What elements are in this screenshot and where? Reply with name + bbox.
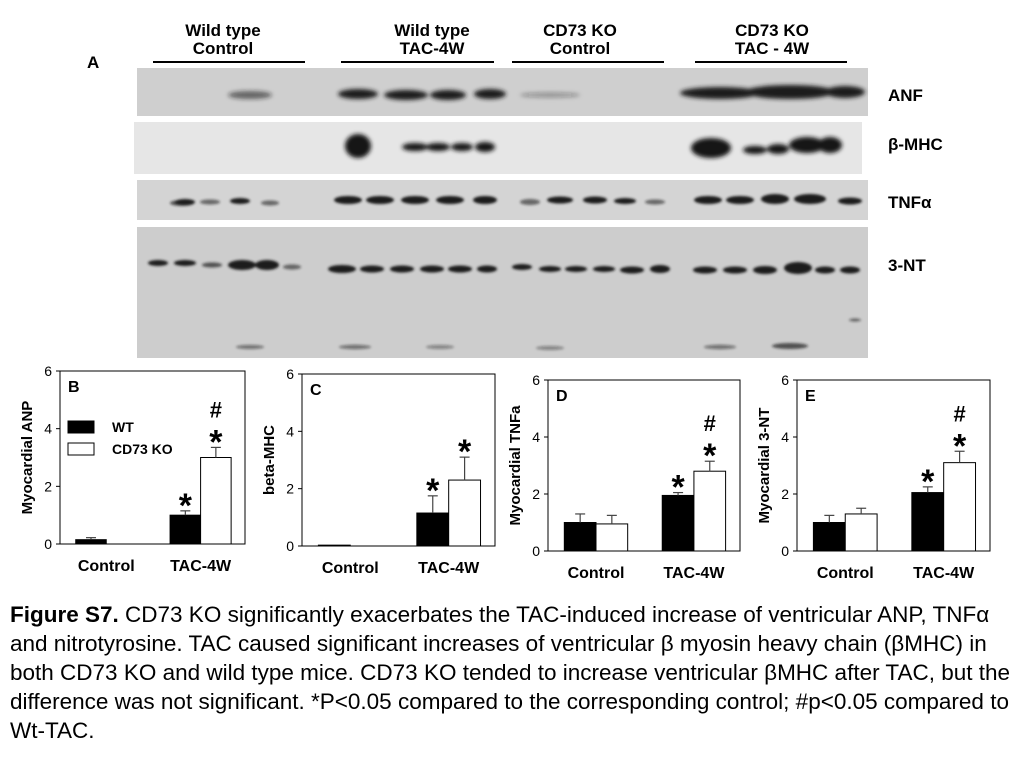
plot-frame xyxy=(796,379,991,552)
bar xyxy=(317,544,351,547)
bar xyxy=(595,523,629,552)
bar xyxy=(943,462,977,552)
y-tick-label: 6 xyxy=(286,366,294,382)
bar xyxy=(448,479,482,547)
group-header-ko-control: CD73 KO Control xyxy=(543,21,617,58)
y-tick-label: 0 xyxy=(532,543,540,559)
y-axis-label: Myocardial TNFa xyxy=(507,405,524,526)
significance-marker: # xyxy=(210,397,222,422)
legend-swatch xyxy=(67,442,95,456)
y-tick-label: 0 xyxy=(44,536,52,552)
group-header-ko-tac: CD73 KO TAC - 4W xyxy=(734,21,810,58)
group-header-wt-tac: Wild type TAC-4W xyxy=(394,21,470,58)
plot-frame xyxy=(59,370,246,545)
blot-label-3nt: 3-NT xyxy=(888,256,926,275)
group-line xyxy=(341,61,494,63)
group-header-wt-control: Wild type Control xyxy=(185,21,261,58)
y-axis-label: Myocardial 3-NT xyxy=(756,408,773,524)
panel-letter: E xyxy=(805,388,816,405)
bar xyxy=(416,512,450,547)
y-axis-label: Myocardial ANP xyxy=(19,401,36,515)
bar xyxy=(75,539,107,545)
x-category-label: TAC-4W xyxy=(913,565,975,582)
panel-a-letter: A xyxy=(87,53,100,72)
x-category-label: Control xyxy=(78,558,135,575)
legend-label: CD73 KO xyxy=(112,441,173,457)
significance-marker: * xyxy=(179,487,193,525)
y-tick-label: 6 xyxy=(44,363,52,379)
x-category-label: Control xyxy=(817,565,874,582)
y-tick-label: 6 xyxy=(532,372,540,388)
panel-letter: D xyxy=(556,388,568,405)
significance-marker: * xyxy=(426,472,440,510)
plot-frame xyxy=(301,373,496,547)
bar xyxy=(693,470,727,552)
legend-swatch xyxy=(67,420,95,434)
y-tick-label: 4 xyxy=(781,429,789,445)
group-line xyxy=(153,61,305,63)
x-category-label: Control xyxy=(568,565,625,582)
bar xyxy=(812,522,846,552)
x-category-label: TAC-4W xyxy=(418,560,480,577)
significance-marker: * xyxy=(703,437,717,475)
x-category-label: TAC-4W xyxy=(663,565,725,582)
caption-label: Figure S7. xyxy=(10,602,119,627)
x-category-label: TAC-4W xyxy=(170,558,232,575)
blot-strip-bmhc xyxy=(134,122,862,174)
significance-marker: * xyxy=(671,469,685,507)
y-tick-label: 2 xyxy=(781,486,789,502)
significance-marker: * xyxy=(458,433,472,471)
significance-marker: * xyxy=(209,423,223,461)
bar xyxy=(200,457,232,545)
significance-marker: # xyxy=(704,411,716,436)
significance-marker: # xyxy=(953,401,965,426)
y-tick-label: 0 xyxy=(286,538,294,554)
bar xyxy=(844,513,878,552)
caption-text: CD73 KO significantly exacerbates the TA… xyxy=(10,602,1011,743)
y-tick-label: 2 xyxy=(286,481,294,497)
y-tick-label: 4 xyxy=(44,421,52,437)
group-line xyxy=(695,61,847,63)
blot-strip-anf xyxy=(137,68,868,116)
y-tick-label: 4 xyxy=(532,429,540,445)
group-line xyxy=(512,61,664,63)
blot-strip-3nt xyxy=(137,227,868,358)
x-category-label: Control xyxy=(322,560,379,577)
y-tick-label: 4 xyxy=(286,423,294,439)
chart-panel-c: 0 2 4 6 beta-MHC C Control TAC-4W * * xyxy=(261,366,496,577)
plot-frame xyxy=(547,379,741,552)
bar xyxy=(563,522,597,552)
bar xyxy=(911,492,945,552)
y-axis-label: beta-MHC xyxy=(261,425,278,495)
panel-letter: C xyxy=(310,382,322,399)
figure-caption: Figure S7. CD73 KO significantly exacerb… xyxy=(10,600,1015,745)
blot-label-anf: ANF xyxy=(888,86,923,105)
panel-letter: B xyxy=(68,379,80,396)
y-tick-label: 2 xyxy=(532,486,540,502)
y-tick-label: 6 xyxy=(781,372,789,388)
significance-marker: * xyxy=(921,463,935,501)
legend-label: WT xyxy=(112,419,134,435)
western-blot-image xyxy=(134,68,868,358)
significance-marker: * xyxy=(953,427,967,465)
blot-label-tnfa: TNFα xyxy=(888,193,932,212)
blot-label-bmhc: β-MHC xyxy=(888,135,943,154)
blot-strip-tnfa xyxy=(137,180,868,220)
y-tick-label: 2 xyxy=(44,478,52,494)
y-tick-label: 0 xyxy=(781,543,789,559)
